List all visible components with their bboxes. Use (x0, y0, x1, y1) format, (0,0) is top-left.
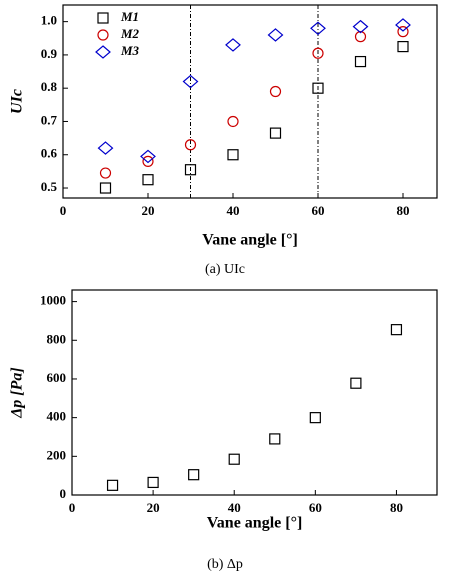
x-tick-label: 40 (228, 500, 241, 515)
y-axis-label: UIc (9, 89, 26, 114)
marker (354, 55, 367, 68)
x-tick-label: 40 (227, 203, 240, 218)
caption: (b) Δp (207, 557, 243, 572)
marker (106, 479, 119, 491)
caption: (a) UIc (205, 262, 245, 277)
legend-marker (97, 29, 109, 41)
legend-label: M3 (120, 43, 140, 58)
marker (184, 164, 197, 176)
marker (352, 19, 369, 34)
y-tick-label: 0.9 (41, 46, 58, 61)
marker (142, 155, 154, 167)
marker (227, 149, 239, 161)
y-tick-label: 0.7 (41, 112, 58, 127)
x-tick-label: 60 (309, 500, 322, 515)
marker (99, 167, 112, 179)
y-tick-label: 0.8 (41, 79, 58, 94)
marker (350, 377, 362, 389)
marker (140, 149, 156, 164)
marker (390, 324, 403, 336)
x-tick-label: 20 (142, 203, 155, 218)
y-tick-label: 600 (47, 370, 67, 385)
marker (142, 174, 154, 186)
marker (269, 85, 282, 98)
x-tick-label: 80 (390, 500, 403, 515)
y-tick-label: 200 (47, 447, 67, 462)
y-tick-label: 0 (60, 486, 67, 501)
marker (225, 38, 241, 52)
marker (397, 40, 409, 53)
marker (182, 74, 199, 89)
marker (312, 47, 324, 59)
x-tick-label: 0 (60, 203, 67, 218)
marker (309, 412, 321, 424)
marker (269, 433, 281, 445)
x-tick-label: 60 (312, 203, 325, 218)
marker (267, 28, 284, 42)
x-tick-label: 0 (69, 500, 76, 515)
legend-label: M2 (120, 26, 140, 41)
y-axis-label: Δp [Pa] (9, 367, 26, 418)
marker (354, 31, 367, 43)
legend-marker (97, 12, 109, 24)
y-tick-label: 1000 (40, 293, 66, 308)
legend-label: M1 (120, 9, 139, 24)
x-tick-label: 20 (147, 500, 160, 515)
x-axis-label: Vane angle [°] (202, 232, 298, 249)
marker (227, 115, 239, 128)
y-tick-label: 1.0 (41, 13, 57, 28)
x-axis-label: Vane angle [°] (207, 515, 303, 532)
marker (269, 127, 282, 139)
x-tick-label: 80 (397, 203, 410, 218)
marker (228, 453, 240, 465)
marker (147, 476, 159, 489)
y-tick-label: 400 (47, 409, 67, 424)
marker (395, 18, 411, 32)
plot-frame (71, 289, 438, 496)
marker (310, 21, 326, 36)
marker (99, 182, 112, 194)
y-tick-label: 800 (47, 331, 67, 346)
y-tick-label: 0.6 (41, 146, 58, 161)
marker (188, 469, 200, 481)
marker (184, 139, 197, 151)
y-tick-label: 0.5 (41, 179, 58, 194)
marker (97, 141, 114, 155)
marker (397, 26, 409, 38)
legend-marker (95, 45, 111, 59)
plot-frame (62, 4, 438, 199)
marker (312, 82, 324, 94)
